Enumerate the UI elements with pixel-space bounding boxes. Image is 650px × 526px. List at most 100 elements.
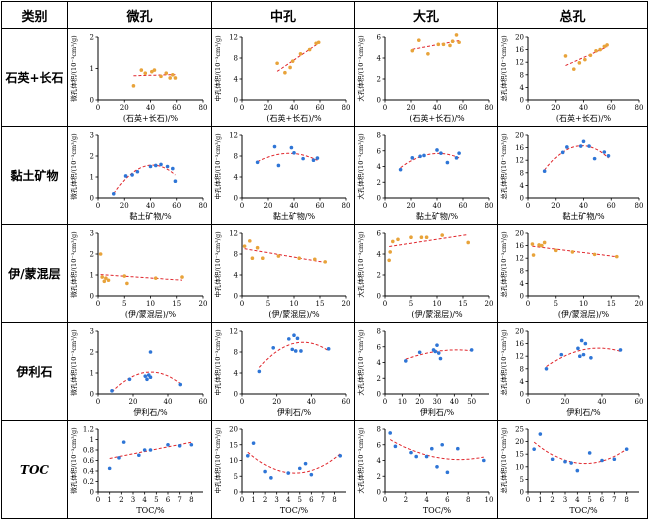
data-point [448, 43, 452, 48]
x-tick-label: 10 [398, 398, 407, 406]
data-point [583, 341, 588, 346]
data-point [168, 76, 172, 80]
panel-cell: 0 20 40 60 80 0 4 8 12 16 20 (石英+长石)/% 总孔体积/(10⁻³cm³… [497, 28, 648, 127]
data-point [313, 257, 317, 262]
y-tick-label: 2 [377, 76, 381, 84]
data-point [532, 447, 536, 451]
x-tick-label: 60 [172, 202, 181, 210]
x-tick-label: 0 [526, 398, 530, 406]
data-point [269, 476, 273, 480]
data-point [338, 453, 343, 458]
scatter-panel: 0 5 10 15 20 0 4 8 12 16 20 (伊/蒙混层)/% 总孔体积/(10⁻³cm³/… [499, 230, 643, 320]
y-tick-label: 5 [234, 473, 238, 481]
x-tick-label: 2 [263, 496, 267, 504]
data-point [323, 260, 327, 264]
data-point [139, 68, 144, 72]
x-tick-label: 0 [240, 300, 244, 308]
fit-curve [565, 46, 608, 67]
data-point [177, 444, 182, 448]
y-tick-label: 4 [234, 272, 239, 280]
fit-curve [111, 371, 181, 393]
data-point [433, 349, 438, 354]
data-point [576, 346, 580, 351]
panel-cell: 0 2 4 6 8 10 0 2 4 6 8 TOC/% 大孔体积/(10⁻³cm³/g) [354, 420, 498, 519]
y-tick-label: 20 [515, 132, 524, 140]
y-axis-label: 微孔体积/(10⁻³cm³/g) [69, 231, 78, 298]
data-point [404, 359, 408, 363]
data-point [588, 53, 593, 58]
x-tick-label: 60 [316, 202, 325, 210]
x-tick-label: 0 [96, 398, 100, 406]
y-tick-label: 0 [520, 195, 524, 203]
x-axis-label: TOC/% [569, 506, 598, 515]
x-tick-label: 5 [587, 496, 591, 504]
data-point [387, 258, 391, 263]
y-tick-label: 15 [229, 441, 238, 449]
y-axis-label: 总孔体积/(10⁻³cm³/g) [499, 427, 508, 494]
data-point [575, 468, 580, 473]
y-tick-label: 16 [515, 46, 524, 54]
x-tick-label: 60 [459, 202, 468, 210]
x-tick-label: 0 [383, 496, 387, 504]
data-point [436, 351, 441, 355]
data-point [272, 144, 277, 149]
data-point [540, 243, 544, 248]
data-point [560, 150, 565, 155]
x-tick-label: 5 [154, 496, 158, 504]
y-axis-label: 大孔体积/(10⁻³cm³/g) [356, 329, 365, 396]
data-point [612, 457, 617, 462]
data-point [292, 333, 296, 337]
y-tick-label: 8 [520, 267, 524, 275]
x-tick-label: 20 [342, 300, 351, 308]
header-micropore: 微孔 [67, 1, 212, 29]
data-point [435, 465, 439, 469]
x-tick-label: 8 [466, 496, 470, 504]
x-tick-label: 0 [526, 202, 530, 210]
x-tick-label: 0 [526, 496, 530, 504]
data-point [482, 458, 486, 463]
y-tick-label: 12 [229, 34, 238, 42]
data-point [435, 148, 439, 152]
fit-curve [258, 341, 329, 368]
data-point [587, 451, 592, 455]
data-point [410, 156, 415, 160]
data-point [276, 254, 281, 258]
data-point [295, 336, 300, 341]
data-point [123, 174, 128, 178]
y-tick-label: 20 [515, 230, 524, 238]
y-tick-label: 0 [520, 391, 524, 399]
data-point [316, 40, 321, 45]
panel-cell: 0 1 2 3 4 5 6 7 8 0 5 10 15 20 TOC/% 中孔体积/(10⁻³cm³/g) [211, 420, 355, 519]
data-point [430, 446, 434, 451]
y-tick-label: 2 [90, 349, 94, 357]
y-axis-label: 总孔体积/(10⁻³cm³/g) [499, 133, 508, 200]
y-tick-label: 4 [377, 251, 382, 259]
x-tick-label: 7 [612, 496, 616, 504]
y-axis-label: 中孔体积/(10⁻³cm³/g) [213, 35, 222, 102]
data-point [559, 352, 564, 357]
data-point [288, 65, 292, 70]
x-tick-label: 8 [624, 496, 628, 504]
data-point [592, 156, 597, 161]
x-tick-label: 20 [551, 202, 560, 210]
data-point [106, 278, 111, 283]
row-label-toc: TOC [1, 420, 68, 519]
x-tick-label: 7 [321, 496, 325, 504]
x-tick-label: 10 [290, 300, 299, 308]
x-tick-label: 0 [383, 202, 387, 210]
x-tick-label: 5 [298, 496, 302, 504]
panel-cell: 0 20 40 60 0 4 8 12 16 20 伊利石/% 总孔体积/(10⁻³cm³/g) [497, 322, 648, 421]
fit-curve [113, 164, 176, 194]
data-point [587, 144, 591, 148]
scatter-panel: 0 20 40 60 0 4 8 12 伊利石/% 中孔体积/(10⁻³cm³/g) [213, 328, 350, 418]
data-point [542, 240, 547, 245]
data-point [440, 233, 444, 237]
y-tick-label: 0 [234, 489, 238, 497]
data-point [242, 244, 247, 248]
data-point [293, 349, 298, 353]
y-tick-label: 8 [520, 365, 524, 373]
y-axis-label: 中孔体积/(10⁻³cm³/g) [213, 133, 222, 200]
x-tick-label: 20 [415, 398, 424, 406]
